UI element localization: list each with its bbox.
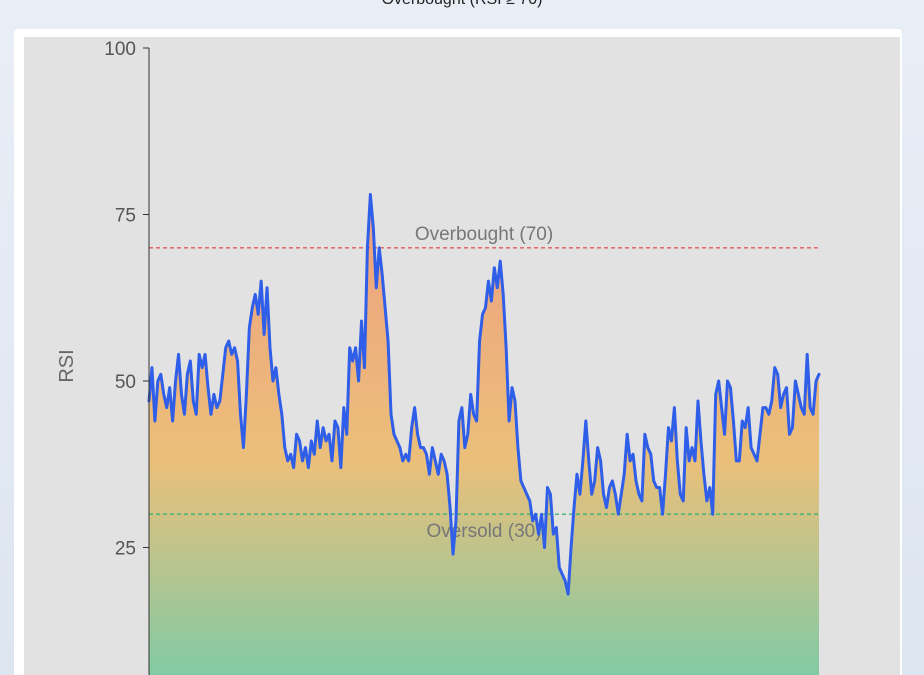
y-tick-label-100: 100 xyxy=(104,39,136,60)
y-tick-label-25: 25 xyxy=(115,539,136,560)
y-axis-title: RSI xyxy=(56,349,78,382)
y-tick-label-75: 75 xyxy=(115,206,136,227)
oversold-label: Oversold (30) xyxy=(426,521,541,542)
rsi-area-fill xyxy=(149,194,819,675)
y-tick-label-50: 50 xyxy=(115,372,136,393)
overbought-label: Overbought (70) xyxy=(415,224,553,245)
chart-title: Overbought (RSI ≥ 70) xyxy=(0,0,924,9)
rsi-series-line xyxy=(147,193,821,596)
